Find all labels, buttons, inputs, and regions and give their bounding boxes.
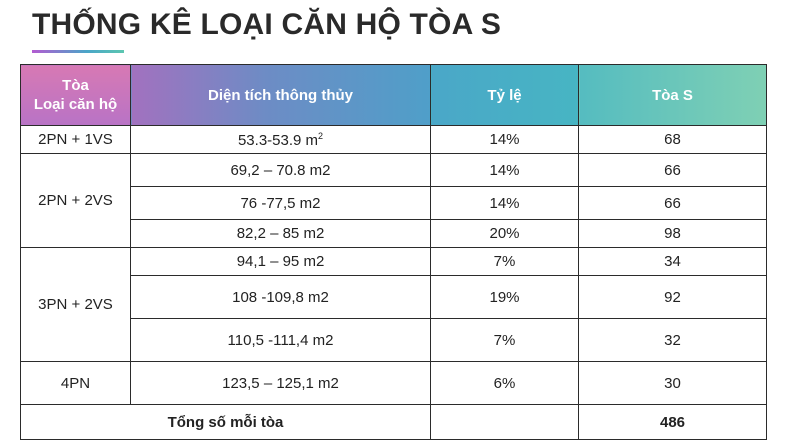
header-tower-label: Tòa (62, 77, 89, 94)
table-row: 2PN + 2VS 69,2 – 70.8 m2 14% 66 (20, 153, 767, 248)
header-ratio: Tỷ lệ (430, 64, 579, 126)
table-row: 2PN + 1VS 53.3-53.9 m2 14% 68 (20, 125, 767, 154)
count-cell: 66 (578, 153, 767, 187)
count-cell: 34 (578, 247, 767, 276)
area-cell: 76 -77,5 m2 (130, 186, 431, 220)
table-row: 108 -109,8 m2 19% 92 (21, 275, 767, 319)
ratio-cell: 14% (430, 125, 579, 154)
area-superscript: 2 (318, 130, 324, 141)
area-cell: 53.3-53.9 m2 (130, 125, 431, 154)
table-row: 76 -77,5 m2 14% 66 (21, 186, 767, 220)
count-cell: 66 (578, 186, 767, 220)
area-cell: 94,1 – 95 m2 (130, 247, 431, 276)
ratio-cell: 14% (430, 153, 579, 187)
apartment-type-cell: 2PN + 1VS (20, 125, 131, 154)
ratio-cell: 19% (430, 275, 579, 319)
area-cell: 69,2 – 70.8 m2 (130, 153, 431, 187)
header-tower-s: Tòa S (578, 64, 767, 126)
table-row: 82,2 – 85 m2 20% 98 (21, 219, 767, 248)
apartment-type-cell: 3PN + 2VS (20, 247, 131, 362)
table-header-row: Tòa Loại căn hộ Diện tích thông thủy Tỷ … (20, 64, 767, 126)
area-cell: 108 -109,8 m2 (130, 275, 431, 319)
ratio-cell: 6% (430, 361, 579, 405)
ratio-cell: 14% (430, 186, 579, 220)
area-cell: 110,5 -111,4 m2 (130, 318, 431, 362)
ratio-cell: 7% (430, 318, 579, 362)
count-cell: 30 (578, 361, 767, 405)
table-row: 4PN 123,5 – 125,1 m2 6% 30 (20, 361, 767, 405)
header-type-label: Loại căn hộ (33, 96, 118, 113)
table-row: 3PN + 2VS 94,1 – 95 m2 7% 34 (20, 247, 767, 362)
count-cell: 68 (578, 125, 767, 154)
total-count: 486 (578, 404, 767, 440)
ratio-cell: 7% (430, 247, 579, 276)
area-value: 53.3-53.9 m (237, 131, 319, 149)
header-area: Diện tích thông thủy (130, 64, 431, 126)
count-cell: 32 (578, 318, 767, 362)
count-cell: 92 (578, 275, 767, 319)
header-apartment-type: Tòa Loại căn hộ (20, 64, 131, 126)
area-cell: 123,5 – 125,1 m2 (130, 361, 431, 405)
area-cell: 82,2 – 85 m2 (130, 219, 431, 248)
page-title: THỐNG KÊ LOẠI CĂN HỘ TÒA S (32, 8, 502, 41)
apartment-stats-table: Tòa Loại căn hộ Diện tích thông thủy Tỷ … (20, 64, 767, 440)
table-row: 110,5 -111,4 m2 7% 32 (21, 318, 767, 362)
ratio-cell: 20% (430, 219, 579, 248)
title-underline (32, 50, 124, 53)
total-ratio-cell (430, 404, 579, 440)
total-label: Tổng số mỗi tòa (20, 404, 431, 440)
total-row: Tổng số mỗi tòa 486 (20, 404, 767, 440)
apartment-type-cell: 2PN + 2VS (20, 153, 131, 248)
apartment-type-cell: 4PN (20, 361, 131, 405)
count-cell: 98 (578, 219, 767, 248)
